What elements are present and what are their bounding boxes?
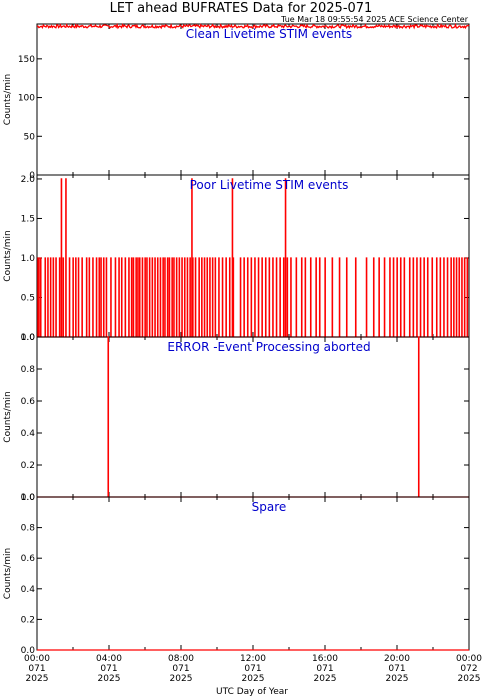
x-tick-time: 08:00: [168, 654, 194, 664]
panel-1: 0 50 100 150 Counts/min Clean Livetime STIM e…: [3, 22, 470, 181]
y-tick-label: 0.5: [21, 293, 35, 303]
y-tick-label: 1.5: [21, 214, 35, 224]
y-tick-label: 150: [18, 55, 35, 65]
y-tick-label: 0.8: [21, 524, 36, 534]
panel-title: Clean Livetime STIM events: [186, 27, 352, 41]
y-tick-label: 0.4: [21, 429, 36, 439]
x-axis-ticks: 00:00071202504:00071202508:00071202512:0…: [24, 654, 482, 684]
y-tick-label: 0.0: [21, 493, 36, 503]
x-tick-year: 2025: [314, 674, 337, 684]
y-tick-label: 0.8: [21, 365, 36, 375]
y-tick-label: 0.2: [21, 615, 35, 625]
panel-frame: [36, 496, 470, 651]
y-tick-label: 1.0: [21, 493, 36, 503]
y-axis-label: Counts/min: [3, 391, 13, 442]
x-tick-time: 04:00: [96, 654, 122, 664]
x-tick-doy: 071: [28, 664, 45, 674]
x-tick-year: 2025: [386, 674, 409, 684]
x-tick-time: 16:00: [312, 654, 338, 664]
x-tick-year: 2025: [26, 674, 49, 684]
panel-3: 0.0 0.2 0.4 0.6 0.8 1.0 Counts/min ERROR -Event…: [3, 333, 470, 503]
y-tick-label: 0.0: [21, 333, 36, 343]
x-tick-year: 2025: [98, 674, 121, 684]
y-tick-label: 0.6: [21, 554, 36, 564]
x-tick-doy: 071: [100, 664, 117, 674]
y-tick-label: 1.0: [21, 333, 36, 343]
x-tick-year: 2025: [458, 674, 481, 684]
x-tick-doy: 071: [388, 664, 405, 674]
panel-title: ERROR -Event Processing aborted: [167, 340, 370, 354]
x-tick-time: 00:00: [456, 654, 482, 664]
panel-4: 0.0 0.2 0.4 0.6 0.8 1.0 Counts/min Spare: [3, 493, 470, 656]
y-tick-label: 100: [18, 94, 35, 104]
data-series-line: [37, 336, 469, 498]
x-tick-time: 20:00: [384, 654, 410, 664]
panels: 0 50 100 150 Counts/min Clean Livetime STIM e…: [3, 22, 470, 656]
chart-title: LET ahead BUFRATES Data for 2025-071: [110, 1, 373, 16]
y-tick-label: 0.2: [21, 461, 35, 471]
data-series-line: [37, 178, 469, 338]
y-tick-label: 50: [24, 132, 36, 142]
x-tick-doy: 071: [172, 664, 189, 674]
panel-frame: [36, 336, 470, 498]
y-tick-label: 0.4: [21, 585, 36, 595]
y-axis-label: Counts/min: [3, 230, 13, 281]
panel-frame: [36, 23, 470, 176]
x-tick-doy: 072: [460, 664, 477, 674]
x-tick-year: 2025: [170, 674, 193, 684]
y-axis-label: Counts/min: [3, 548, 13, 599]
x-tick-doy: 071: [244, 664, 261, 674]
data-series-line: [36, 22, 470, 30]
x-tick-doy: 071: [316, 664, 333, 674]
x-tick-time: 00:00: [24, 654, 50, 664]
y-tick-label: 0.0: [21, 646, 36, 656]
timestamp: Tue Mar 18 09:55:54 2025 ACE Science Cen…: [280, 15, 469, 24]
panel-title: Poor Livetime STIM events: [190, 178, 349, 192]
y-tick-label: 2.0: [21, 175, 36, 185]
panel-2: 0.0 0.5 1.0 1.5 2.0 Counts/min Poor Livetime S…: [3, 174, 470, 343]
y-tick-label: 0: [29, 171, 35, 181]
panel-title: Spare: [252, 500, 287, 514]
x-tick-time: 12:00: [240, 654, 266, 664]
y-tick-label: 1.0: [21, 254, 36, 264]
x-tick-year: 2025: [242, 674, 265, 684]
y-tick-label: 0.6: [21, 397, 36, 407]
y-axis-label: Counts/min: [3, 74, 13, 125]
x-axis-label: UTC Day of Year: [216, 687, 288, 697]
